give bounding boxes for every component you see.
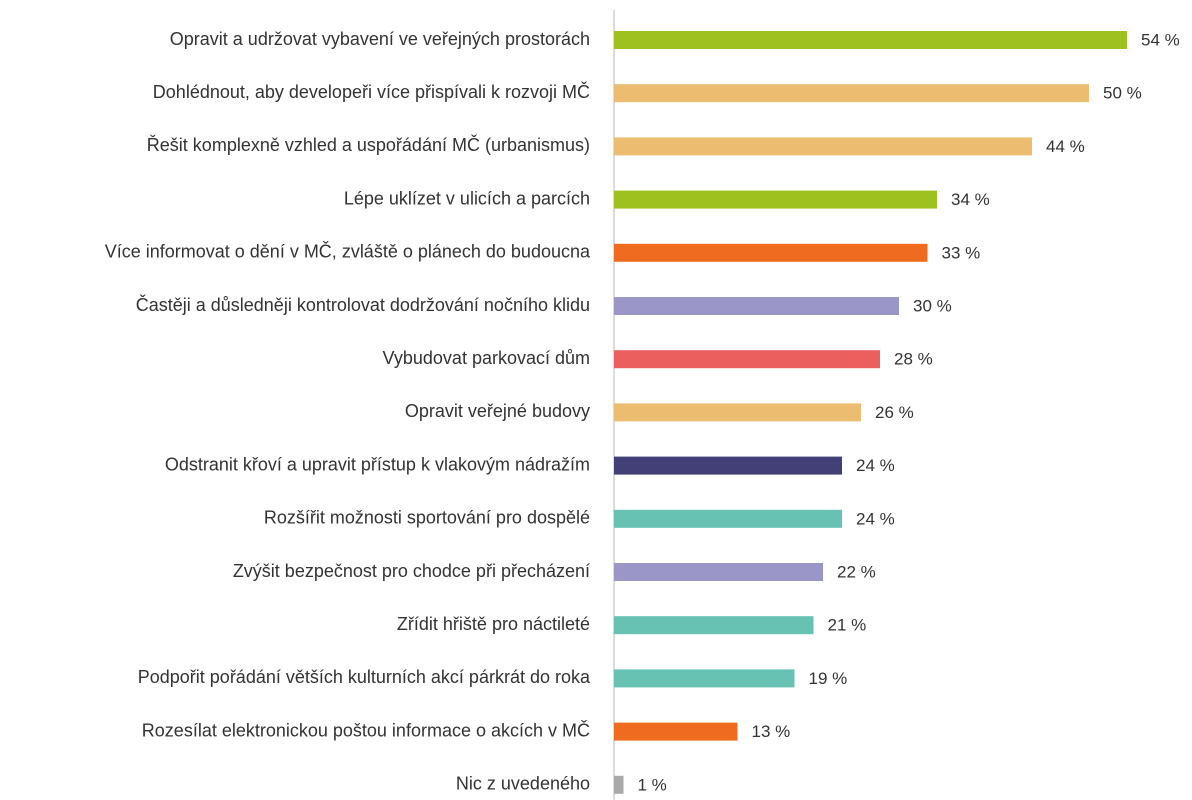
category-label: Zřídit hřiště pro náctileté xyxy=(397,614,590,634)
category-label: Častěji a důsledněji kontrolovat dodržov… xyxy=(136,294,590,315)
category-label: Rozesílat elektronickou poštou informace… xyxy=(142,719,590,740)
category-label: Zvýšit bezpečnost pro chodce při přecház… xyxy=(233,561,590,581)
value-label: 33 % xyxy=(942,243,981,262)
bar xyxy=(614,297,899,315)
value-label: 30 % xyxy=(913,296,952,315)
value-label: 28 % xyxy=(894,350,933,369)
value-label: 26 % xyxy=(875,403,914,422)
category-label: Řešit komplexně vzhled a uspořádání MČ (… xyxy=(147,134,590,155)
bar xyxy=(614,350,880,369)
bar xyxy=(614,84,1089,103)
value-label: 54 % xyxy=(1141,30,1180,49)
category-label: Lépe uklízet v ulicích a parcích xyxy=(344,188,590,208)
value-label: 44 % xyxy=(1046,137,1085,156)
category-label: Podpořit pořádání větších kulturních akc… xyxy=(138,667,591,687)
value-label: 19 % xyxy=(809,669,848,688)
bar xyxy=(614,563,823,581)
bar xyxy=(614,243,928,262)
bar xyxy=(614,403,861,422)
category-label: Rozšířit možnosti sportování pro dospělé xyxy=(264,508,590,528)
category-label: Opravit a udržovat vybavení ve veřejných… xyxy=(170,29,590,49)
category-label: Odstranit křoví a upravit přístup k vlak… xyxy=(165,454,590,474)
bar xyxy=(614,616,814,635)
value-label: 24 % xyxy=(856,509,895,528)
bar xyxy=(614,669,795,688)
value-label: 24 % xyxy=(856,456,895,475)
bar xyxy=(614,775,624,794)
value-label: 21 % xyxy=(828,616,867,635)
category-label: Nic z uvedeného xyxy=(456,774,590,794)
category-label: Dohlédnout, aby developeři více přispíva… xyxy=(153,81,590,102)
bar xyxy=(614,190,937,209)
category-label: Opravit veřejné budovy xyxy=(405,401,590,421)
value-label: 13 % xyxy=(752,722,791,741)
value-label: 50 % xyxy=(1103,84,1142,103)
bar xyxy=(614,137,1032,156)
bar xyxy=(614,722,738,741)
category-label: Vybudovat parkovací dům xyxy=(383,348,590,368)
bar xyxy=(614,509,842,528)
bar xyxy=(614,456,842,475)
value-label: 22 % xyxy=(837,562,876,581)
bar xyxy=(614,31,1127,49)
value-label: 1 % xyxy=(638,775,667,794)
value-label: 34 % xyxy=(951,190,990,209)
category-label: Více informovat o dění v MČ, zvláště o p… xyxy=(105,241,591,262)
